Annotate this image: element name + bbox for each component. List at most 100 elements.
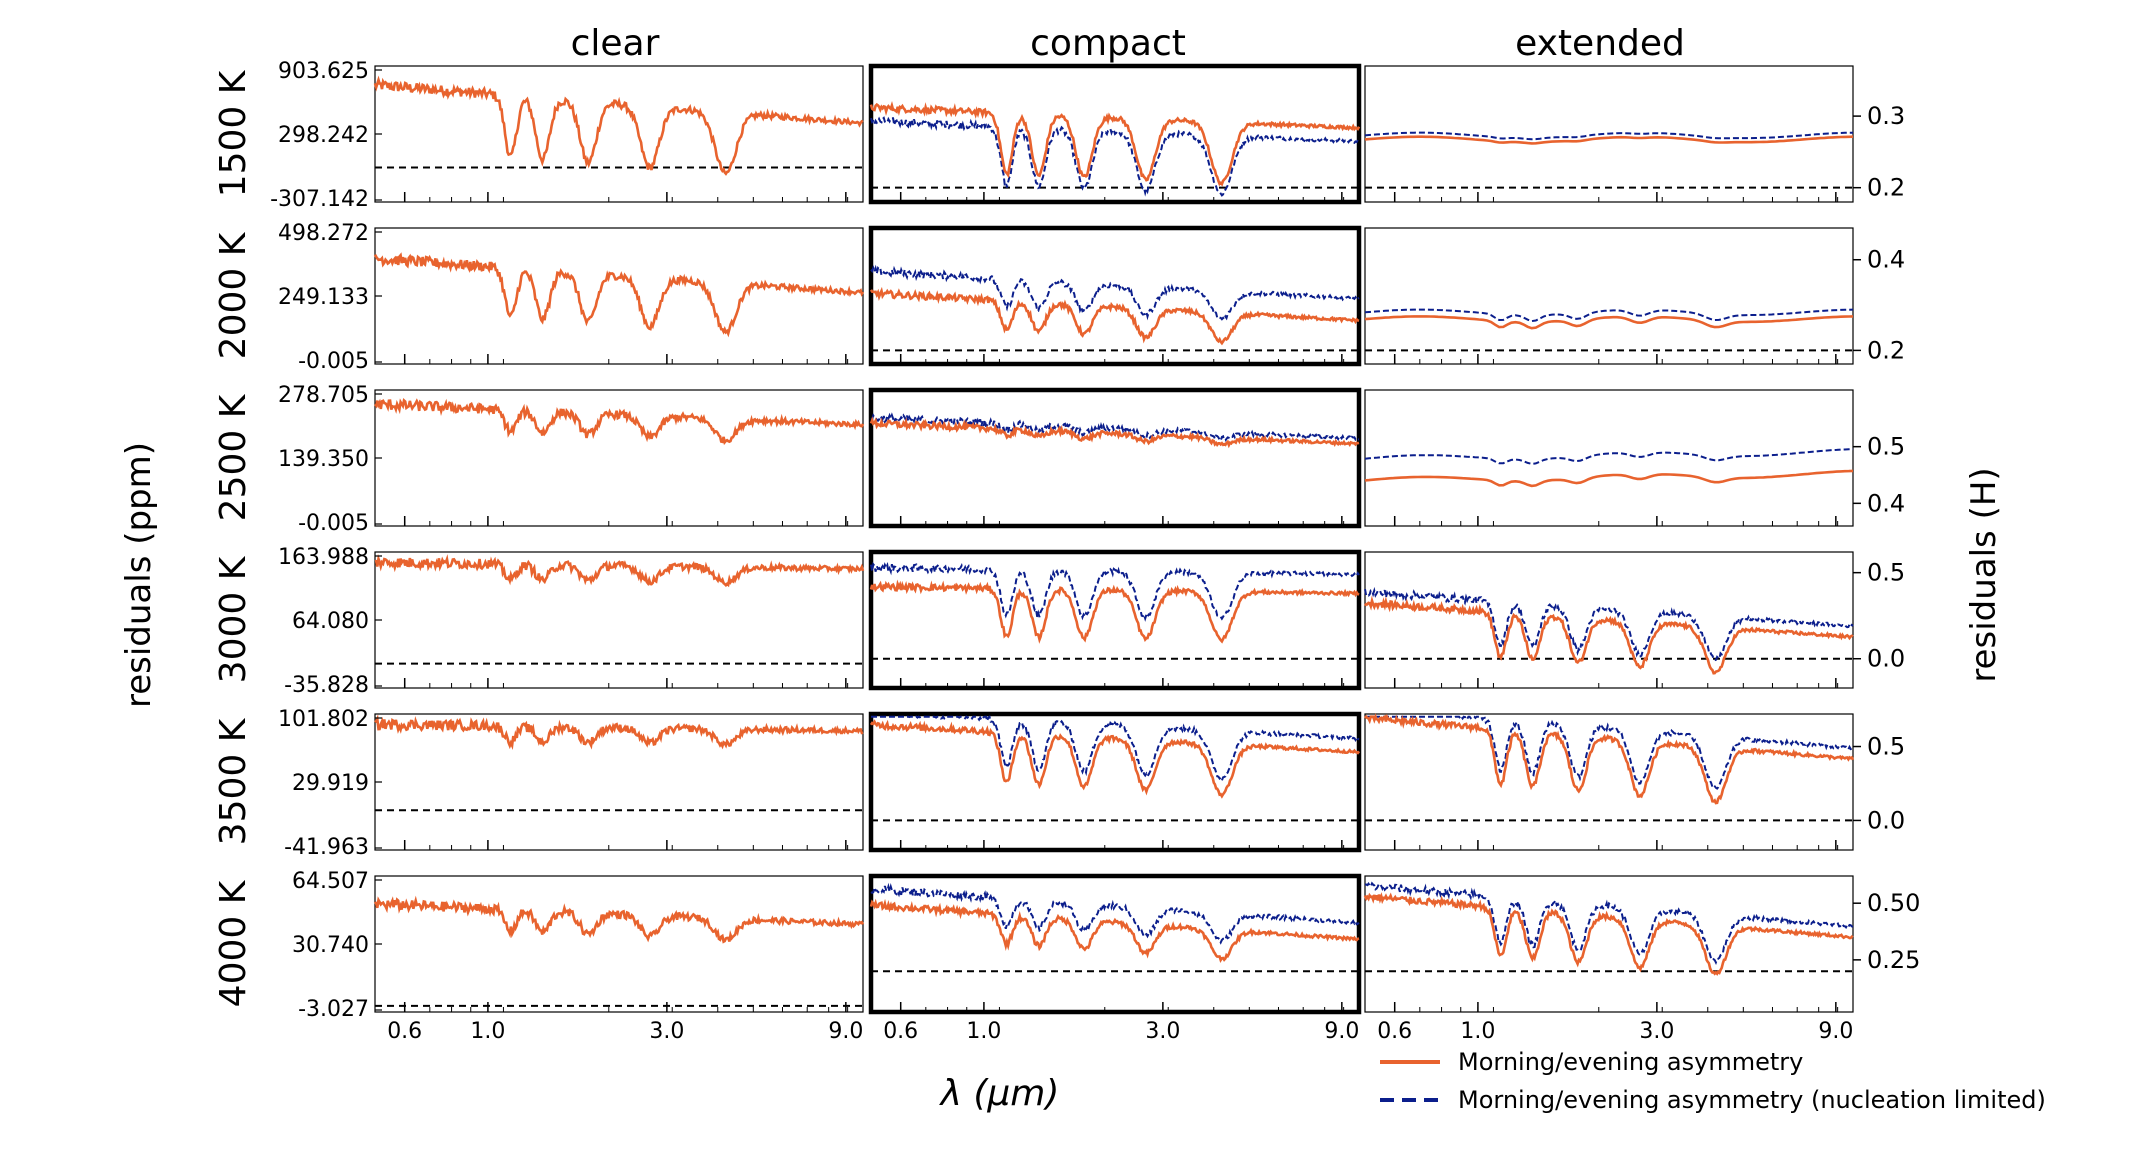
- series-morning-evening-asymmetry: [1363, 713, 1855, 805]
- x-tick-label: 0.6: [1377, 1019, 1412, 1044]
- legend-label-asymmetry: Morning/evening asymmetry: [1458, 1048, 1803, 1076]
- row-label: 4000 K: [213, 879, 254, 1007]
- left-tick-label: 64.507: [292, 869, 369, 894]
- series-morning-evening-asymmetry: [869, 719, 1361, 799]
- right-tick-label: 0.0: [1867, 645, 1905, 673]
- x-tick-label: 1.0: [1460, 1019, 1495, 1044]
- column-title-compact: compact: [1030, 23, 1186, 64]
- row-label: 2500 K: [213, 393, 254, 521]
- panel-clear-3500k: [374, 713, 864, 851]
- left-tick-label: 298.242: [278, 123, 369, 148]
- y-axis-label-right: residuals (H): [1964, 467, 2004, 682]
- left-tick-label: 64.080: [292, 609, 369, 634]
- left-tick-label: 30.740: [292, 933, 369, 958]
- series-morning-evening-asymmetry: [869, 898, 1360, 963]
- x-tick-label: 9.0: [1324, 1019, 1359, 1044]
- x-tick-label: 0.6: [387, 1019, 422, 1044]
- series-nucleation-limited: [870, 116, 1360, 197]
- panel-frame: [374, 389, 864, 527]
- left-tick-label: -41.963: [284, 835, 369, 860]
- left-tick-label: 101.802: [278, 707, 369, 732]
- right-tick-label: 0.5: [1867, 733, 1905, 761]
- x-tick-label: 9.0: [828, 1019, 863, 1044]
- left-tick-label: -0.005: [298, 349, 369, 374]
- row-label: 2000 K: [213, 231, 254, 359]
- panels-group: 903.625 298.242 -307.142 1500 K 0.3 0.2 498.27…: [213, 59, 1920, 1044]
- series-nucleation-limited: [870, 561, 1360, 622]
- x-tick-label: 9.0: [1818, 1019, 1853, 1044]
- left-tick-label: 163.988: [278, 545, 369, 570]
- panel-frame: [868, 387, 1362, 529]
- series-morning-evening-asymmetry: [373, 75, 864, 176]
- panel-frame: [1364, 551, 1854, 689]
- series-morning-evening-asymmetry: [373, 252, 865, 338]
- panel-extended-1500k: [1364, 65, 1854, 203]
- series-morning-evening-asymmetry: [1363, 595, 1854, 675]
- row-label: 1500 K: [213, 69, 254, 197]
- series-nucleation-limited: [870, 264, 1360, 322]
- panel-compact-2500k: [868, 387, 1362, 529]
- row-label: 3000 K: [213, 555, 254, 683]
- panel-compact-2000k: [868, 225, 1362, 367]
- panel-clear-1500k: [374, 65, 864, 203]
- x-tick-label: 3.0: [1145, 1019, 1180, 1044]
- panel-compact-1500k: [868, 63, 1362, 205]
- panel-extended-3500k: [1364, 713, 1854, 851]
- panel-compact-3500k: [868, 711, 1362, 853]
- left-tick-label: -35.828: [284, 673, 369, 698]
- x-tick-label: 1.0: [470, 1019, 505, 1044]
- x-axis-label: λ (μm): [939, 1073, 1060, 1114]
- column-title-clear: clear: [571, 23, 660, 64]
- right-tick-label: 0.0: [1867, 806, 1905, 834]
- panel-frame: [868, 873, 1362, 1015]
- panel-compact-4000k: [868, 873, 1362, 1015]
- column-title-extended: extended: [1515, 23, 1685, 64]
- series-morning-evening-asymmetry: [373, 397, 865, 446]
- left-tick-label: -0.005: [298, 511, 369, 536]
- series-morning-evening-asymmetry: [1364, 315, 1854, 330]
- left-tick-label: -3.027: [298, 997, 369, 1022]
- right-tick-label: 0.2: [1867, 336, 1905, 364]
- panel-compact-3000k: [868, 549, 1362, 691]
- y-axis-label-left: residuals (ppm): [119, 442, 159, 708]
- series-morning-evening-asymmetry: [869, 101, 1361, 187]
- series-morning-evening-asymmetry: [374, 714, 864, 751]
- x-tick-label: 3.0: [649, 1019, 684, 1044]
- series-morning-evening-asymmetry: [869, 286, 1360, 346]
- panel-frame: [374, 551, 864, 689]
- series-nucleation-limited: [1365, 714, 1854, 790]
- series-nucleation-limited: [1364, 586, 1854, 662]
- series-nucleation-limited: [871, 714, 1360, 783]
- right-tick-label: 0.50: [1867, 889, 1920, 917]
- series-nucleation-limited: [1364, 448, 1854, 465]
- left-tick-label: 29.919: [292, 771, 369, 796]
- series-nucleation-limited: [1364, 131, 1853, 141]
- panel-frame: [1364, 227, 1854, 365]
- series-nucleation-limited: [1365, 881, 1854, 966]
- series-morning-evening-asymmetry: [1363, 892, 1854, 976]
- panel-frame: [868, 711, 1362, 853]
- right-tick-label: 0.4: [1867, 246, 1905, 274]
- series-morning-evening-asymmetry: [869, 579, 1360, 644]
- series-morning-evening-asymmetry: [373, 895, 865, 944]
- panel-frame: [868, 225, 1362, 367]
- left-tick-label: -307.142: [270, 187, 369, 212]
- series-nucleation-limited: [1364, 308, 1854, 323]
- right-tick-label: 0.4: [1867, 489, 1905, 517]
- right-tick-label: 0.2: [1867, 174, 1905, 202]
- series-morning-evening-asymmetry: [1364, 469, 1854, 488]
- panel-frame: [374, 875, 864, 1013]
- series-morning-evening-asymmetry: [869, 416, 1360, 449]
- panel-frame: [1364, 389, 1854, 527]
- panel-extended-3000k: [1364, 551, 1854, 689]
- row-label: 3500 K: [213, 717, 254, 845]
- left-tick-label: 249.133: [278, 285, 369, 310]
- series-morning-evening-asymmetry: [374, 553, 865, 588]
- panel-frame: [868, 63, 1362, 205]
- panel-frame: [868, 549, 1362, 691]
- panel-frame: [374, 65, 864, 203]
- panel-frame: [374, 227, 864, 365]
- panel-clear-4000k: [374, 875, 864, 1013]
- series-morning-evening-asymmetry: [1364, 135, 1854, 145]
